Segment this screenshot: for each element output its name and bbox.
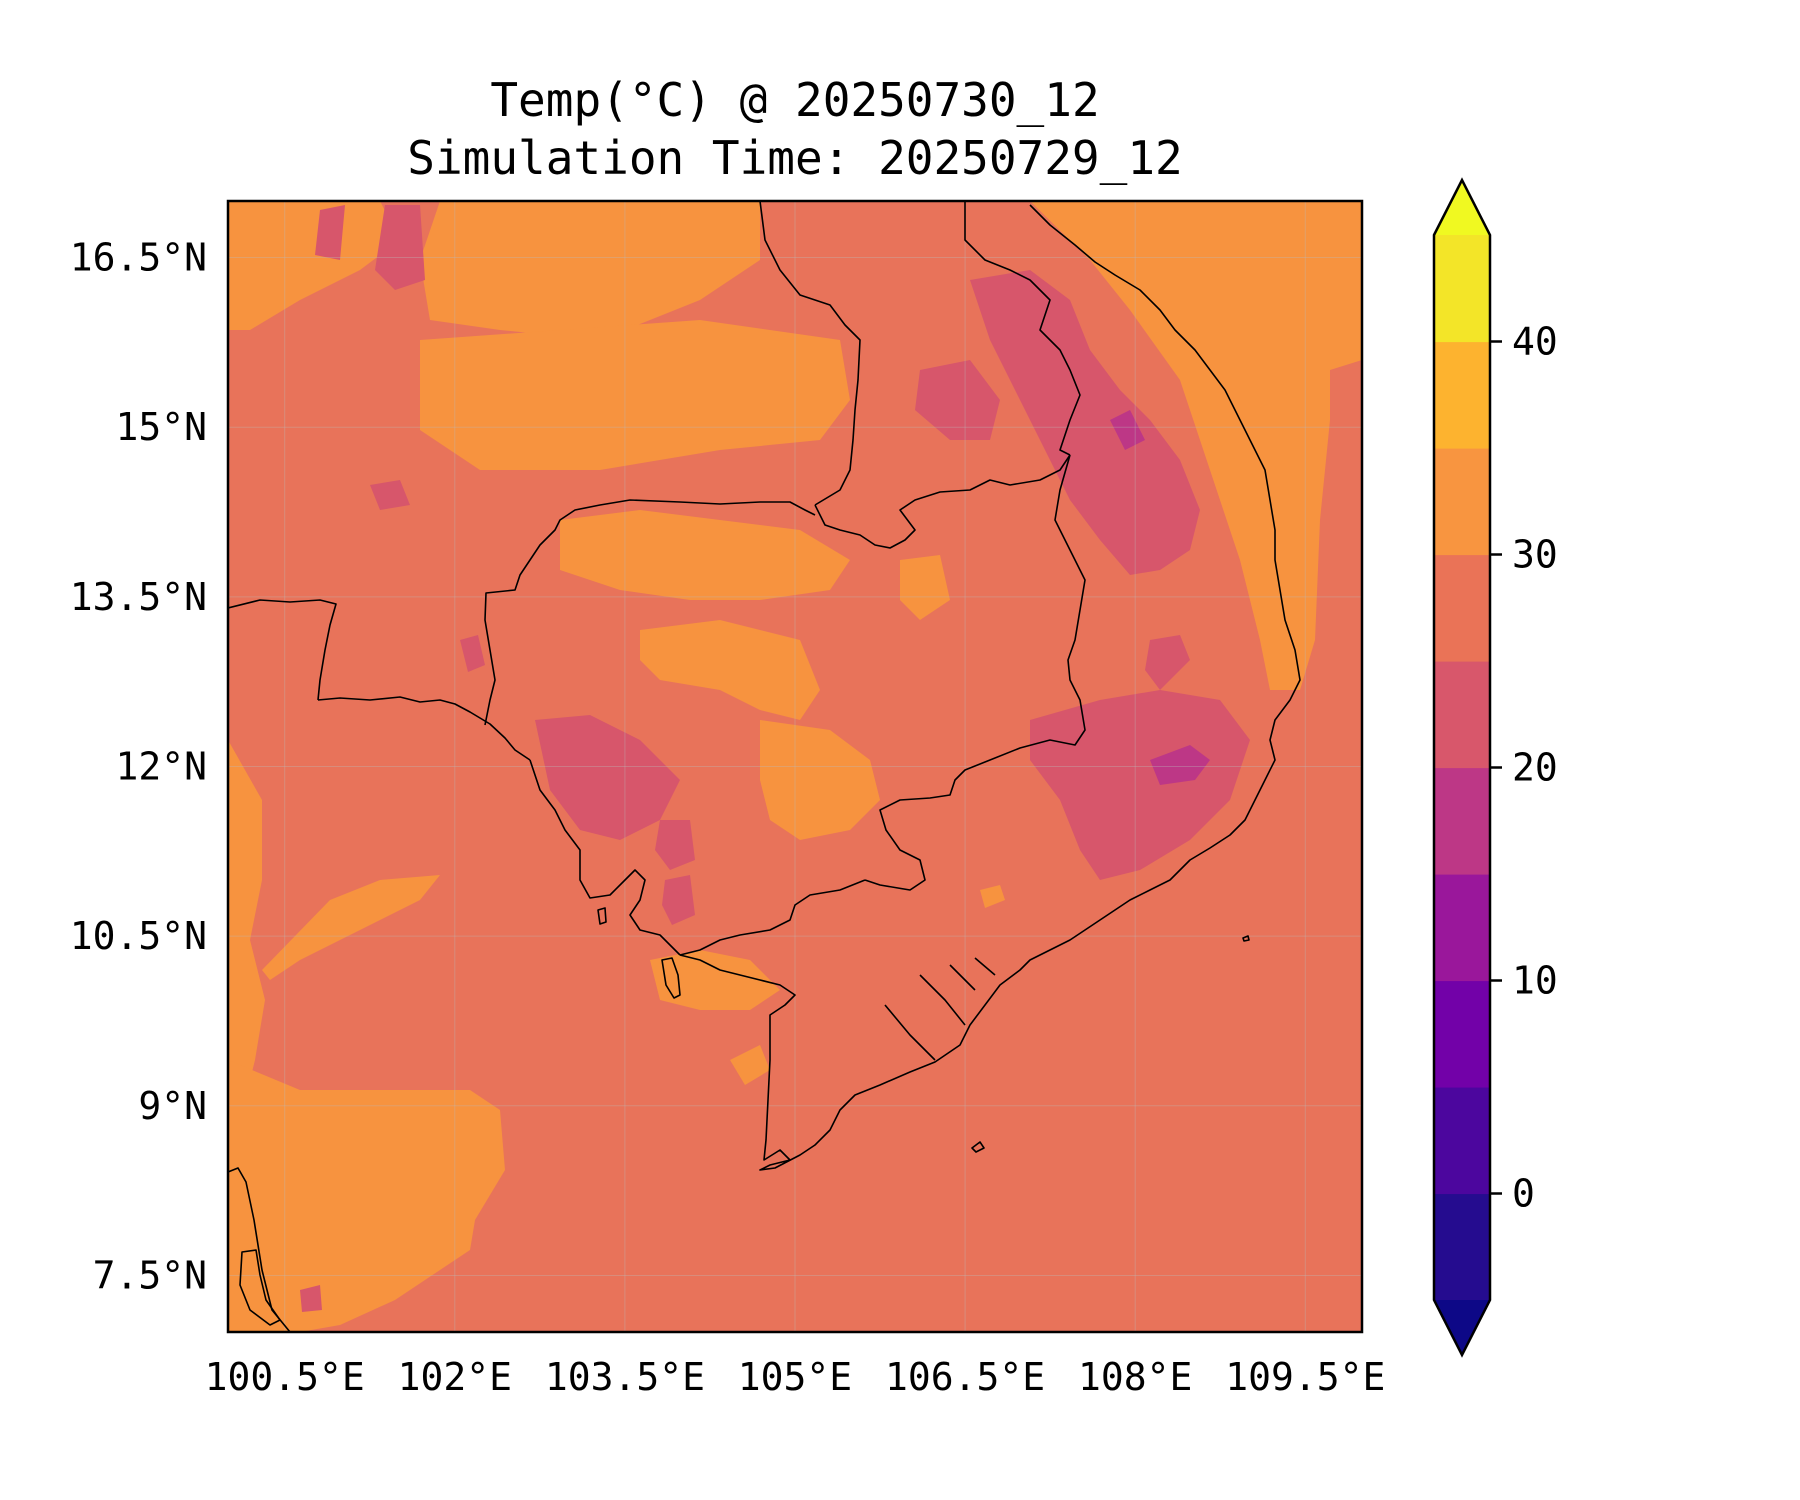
x-tick-label: 102°E [398,1355,512,1399]
coastline-delta-mouths [884,957,996,1061]
x-tick-label: 109.5°E [1225,1355,1385,1399]
warm-region-mekong-delta-west [650,950,780,1010]
warm-region-cambodia-south [760,720,880,840]
island-east-small [1242,935,1250,942]
coldest-regions [1110,410,1210,785]
colorbar-level-1 [1434,1087,1490,1195]
cool-region-cardamom [535,715,680,840]
y-tick-label: 10.5°N [70,914,207,958]
warm-region-cambodia-north [560,510,850,600]
title-line-2: Simulation Time: 20250729_12 [407,131,1183,185]
coastline-thailand-gulf-west [228,1167,291,1332]
colorbar-under-extension [1434,1300,1490,1355]
colorbar-level-3 [1434,874,1490,982]
y-axis: 16.5°N 15°N 13.5°N 12°N 10.5°N 9°N 7.5°N [70,236,207,1298]
island-phu-quoc [661,957,681,999]
colorbar-level-5 [1434,661,1490,769]
border-cambodia-vietnam [864,454,1086,891]
y-tick-label: 15°N [115,405,207,449]
gridlines [228,201,1362,1332]
map-area [228,201,1362,1332]
cool-region-sw-small [300,1285,322,1312]
x-tick-label: 108°E [1078,1355,1192,1399]
colorbar-tick-label: 0 [1512,1172,1535,1216]
cool-region-cardamom-south-2 [662,875,695,925]
colorbar-tick-label: 40 [1512,320,1558,364]
cool-region-central-highlands [1030,690,1250,880]
border-thailand-cambodia-north [484,499,816,726]
coastlines-and-borders [228,201,1301,1332]
colorbar-level-2 [1434,980,1490,1088]
coastline-cambodia [529,759,681,956]
y-tick-label: 13.5°N [70,575,207,619]
warm-region-gulf-southwest [228,1060,505,1332]
colorbar-level-9 [1434,235,1490,343]
colorbar-level-6 [1434,554,1490,662]
warm-region-cambodia-central [640,620,820,720]
border-thailand-myanmar-west [228,599,337,701]
warm-region-coast-east-small [980,885,1005,908]
cool-region-annamite-west [915,360,1000,440]
coldest-region-annamite [1110,410,1145,450]
coastline-thailand-island [239,1249,281,1326]
colorbar-outline [1432,177,1492,1358]
colorbar: 0 10 20 30 40 [1432,177,1558,1358]
colorbar-tick-label: 30 [1512,533,1558,577]
colorbar-tick-label: 10 [1512,959,1558,1003]
cool-region-cardamom-south [655,820,695,870]
cool-region-north-1 [315,205,345,260]
warm-region-delta-small [730,1045,770,1085]
colorbar-level-4 [1434,767,1490,875]
x-axis: 100.5°E 102°E 103.5°E 105°E 106.5°E 108°E 109.… [205,1355,1386,1399]
coastline-vietnam-delta [679,204,1301,1171]
coastline-thailand-east [317,696,531,761]
border-laos-thailand-mekong [759,201,861,506]
border-laos-vietnam [964,201,1081,456]
cool-region-highlands-small [1145,635,1190,690]
y-tick-label: 16.5°N [70,236,207,280]
warm-region-central-east [900,555,950,620]
y-tick-label: 9°N [138,1084,207,1128]
x-tick-label: 100.5°E [205,1355,365,1399]
cool-region-west-small [460,635,485,672]
y-tick-label: 7.5°N [93,1253,207,1297]
title-line-1: Temp(°C) @ 20250730_12 [490,73,1100,127]
colorbar-level-7 [1434,448,1490,556]
x-tick-label: 105°E [738,1355,852,1399]
cool-region-laos-small [370,480,410,510]
map-frame [226,199,1364,1334]
island-cambodia-coast [597,907,607,925]
border-laos-cambodia [814,454,1071,549]
warm-regions [228,201,1362,1332]
colorbar-level-0 [1434,1193,1490,1301]
cool-region-annamite [970,270,1200,575]
island-con-dao [971,1141,985,1153]
y-tick-label: 12°N [115,745,207,789]
x-tick-label: 106.5°E [885,1355,1045,1399]
colorbar-level-8 [1434,341,1490,449]
x-tick-label: 103.5°E [545,1355,705,1399]
warm-region-thailand-north [228,201,400,330]
cool-regions [300,205,1250,1312]
warm-region-gulf-west [262,875,440,980]
warm-region-east-coast [1030,201,1362,690]
border-cambodia-vietnam-south [679,879,866,956]
warm-region-laos-north [420,201,760,340]
cool-region-north-2 [375,205,425,290]
warm-region-laos-central [420,320,850,470]
coldest-region-highlands [1150,745,1210,785]
colorbar-over-extension [1434,180,1490,235]
colorbar-tick-label: 20 [1512,746,1558,790]
